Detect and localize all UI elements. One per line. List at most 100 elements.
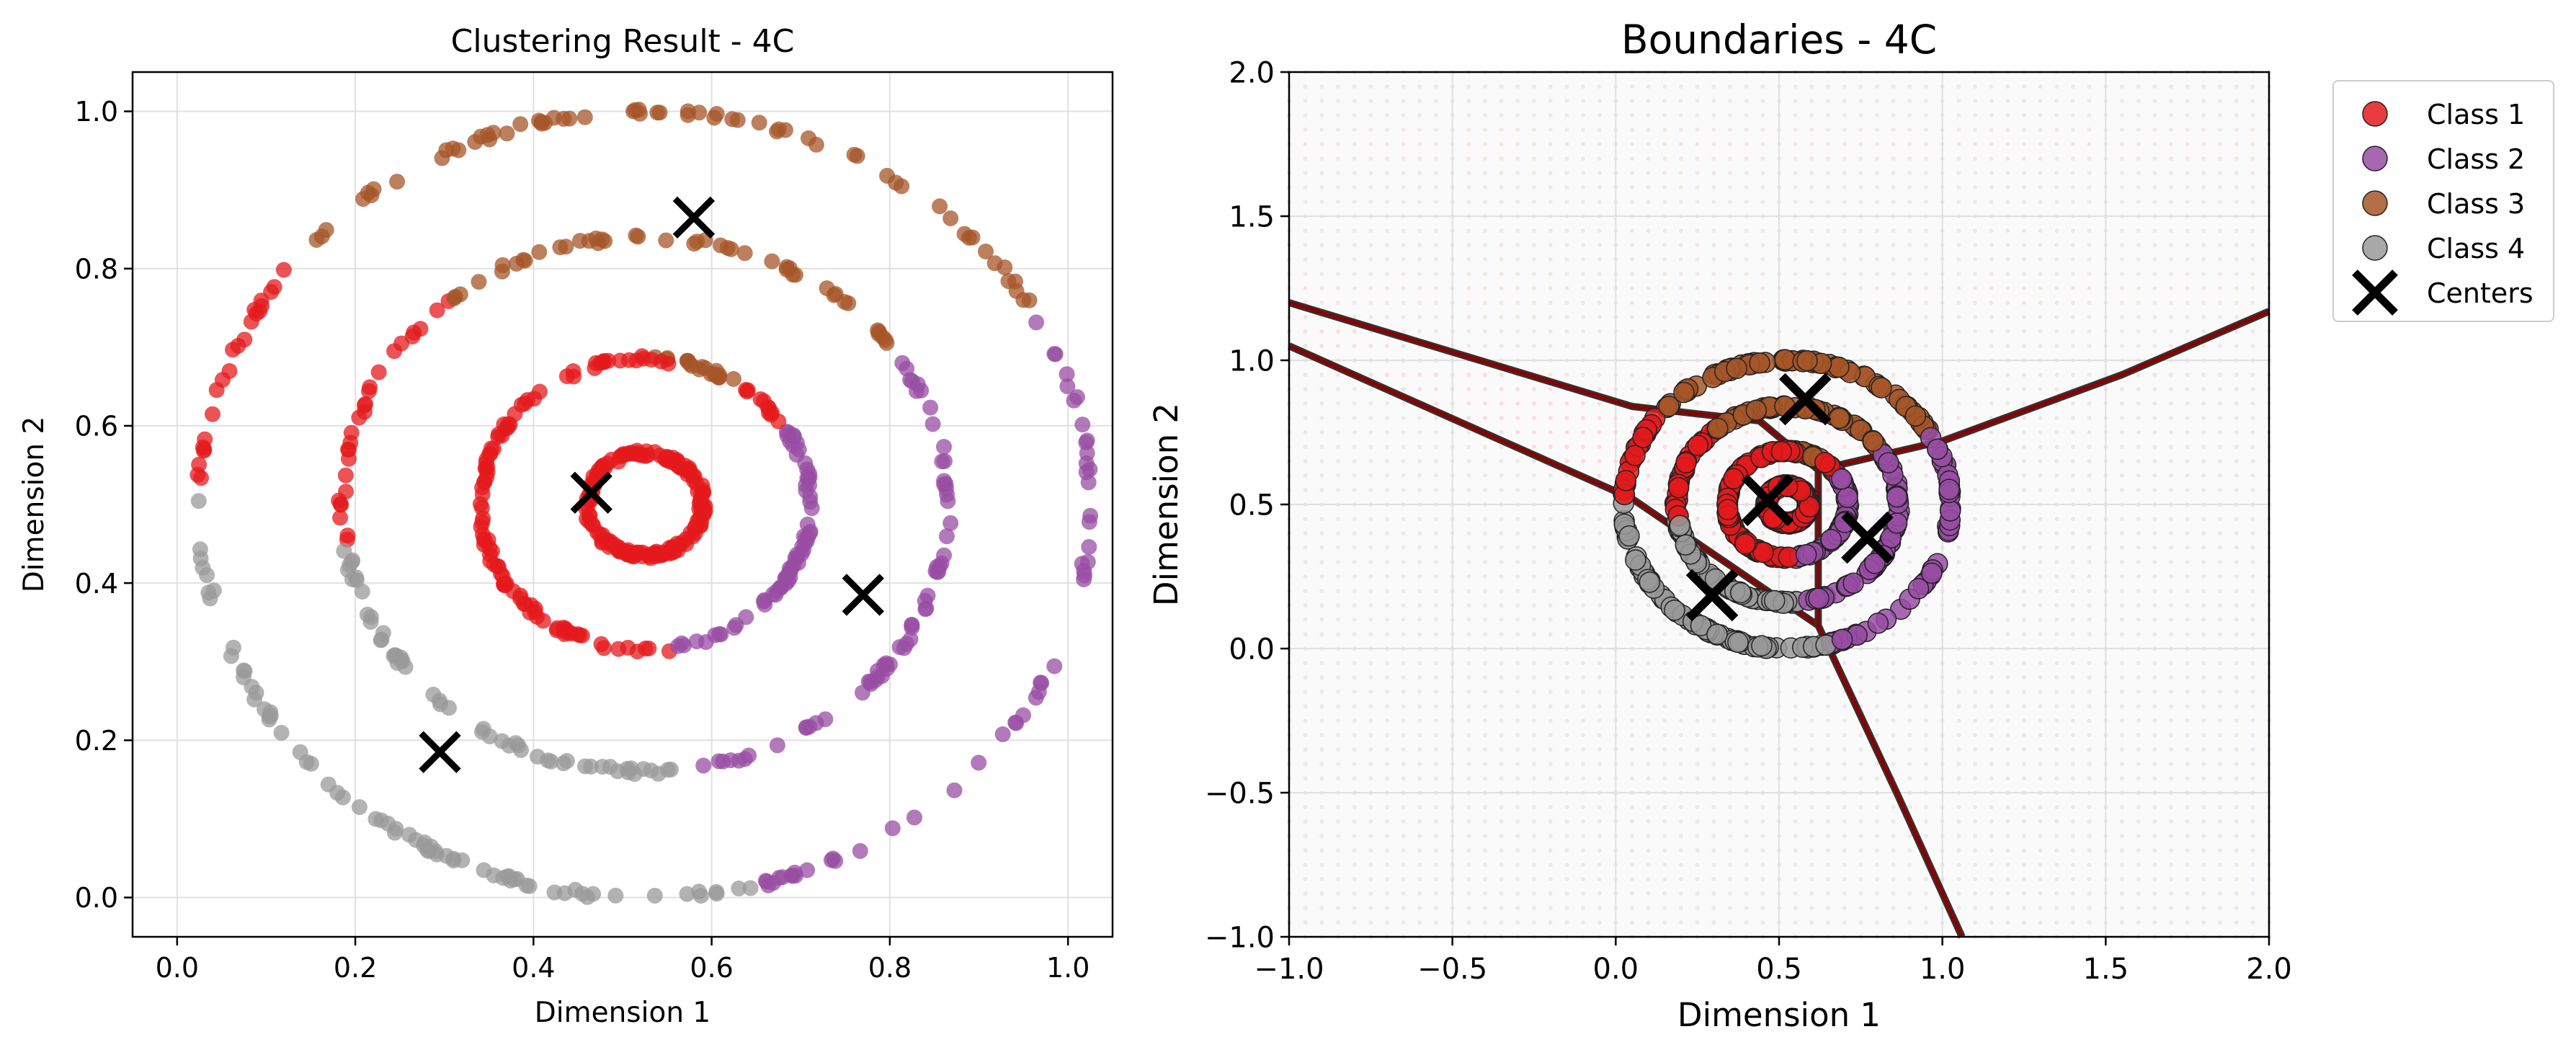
mesh-point bbox=[1793, 113, 1798, 117]
mesh-point bbox=[1532, 228, 1536, 233]
mesh-point bbox=[2250, 200, 2255, 204]
mesh-point bbox=[1336, 762, 1340, 766]
mesh-point bbox=[2136, 228, 2141, 233]
data-point bbox=[1632, 427, 1654, 448]
mesh-point bbox=[1499, 200, 1504, 204]
mesh-point bbox=[1662, 834, 1667, 838]
mesh-point bbox=[1662, 445, 1667, 449]
mesh-point bbox=[2169, 445, 2173, 449]
mesh-point bbox=[1401, 517, 1406, 521]
mesh-point bbox=[1956, 445, 1961, 449]
mesh-point bbox=[1303, 329, 1308, 334]
mesh-point bbox=[1989, 747, 1994, 752]
mesh-point bbox=[1303, 488, 1308, 492]
mesh-point bbox=[1564, 228, 1569, 233]
mesh-point bbox=[2152, 84, 2157, 89]
mesh-point bbox=[1956, 315, 1961, 319]
mesh-point bbox=[1548, 185, 1553, 190]
mesh-point bbox=[2071, 560, 2075, 564]
mesh-point bbox=[2054, 661, 2059, 665]
mesh-point bbox=[1875, 891, 1879, 896]
mesh-point bbox=[1924, 733, 1928, 737]
mesh-point bbox=[1303, 589, 1308, 593]
mesh-point bbox=[2250, 891, 2255, 896]
mesh-point bbox=[2120, 228, 2124, 233]
mesh-point bbox=[1679, 243, 1683, 247]
mesh-point bbox=[1434, 762, 1438, 766]
mesh-point bbox=[1662, 819, 1667, 824]
mesh-point bbox=[2038, 531, 2043, 535]
mesh-point bbox=[1564, 632, 1569, 636]
mesh-point bbox=[1695, 286, 1700, 290]
mesh-point bbox=[1564, 401, 1569, 406]
mesh-point bbox=[1466, 819, 1471, 824]
mesh-point bbox=[1679, 906, 1683, 910]
mesh-point bbox=[1973, 142, 1977, 146]
mesh-point bbox=[1434, 171, 1438, 175]
mesh-point bbox=[1711, 819, 1716, 824]
mesh-point bbox=[1417, 171, 1422, 175]
mesh-point bbox=[1434, 387, 1438, 391]
mesh-point bbox=[1973, 819, 1977, 824]
mesh-point bbox=[2185, 142, 2190, 146]
mesh-point bbox=[2152, 603, 2157, 607]
mesh-point bbox=[1809, 848, 1814, 853]
mesh-point bbox=[1630, 747, 1634, 752]
mesh-point bbox=[2250, 272, 2255, 276]
mesh-point bbox=[1679, 228, 1683, 233]
mesh-point bbox=[2201, 200, 2206, 204]
mesh-point bbox=[1891, 574, 1896, 579]
mesh-point bbox=[1466, 142, 1471, 146]
mesh-point bbox=[1744, 272, 1749, 276]
clustering-result-panel: Clustering Result - 4C 0.0 0.2 0.4 0.6 0.8 1.… bbox=[18, 23, 1114, 1029]
mesh-point bbox=[1597, 459, 1602, 463]
mesh-point bbox=[2136, 373, 2141, 377]
mesh-point bbox=[1793, 877, 1798, 881]
mesh-point bbox=[1483, 589, 1487, 593]
mesh-point bbox=[1809, 675, 1814, 680]
mesh-point bbox=[1515, 344, 1520, 348]
data-point bbox=[769, 737, 785, 754]
mesh-point bbox=[2169, 99, 2173, 103]
mesh-point bbox=[1826, 776, 1830, 780]
mesh-point bbox=[1907, 891, 1912, 896]
mesh-point bbox=[1711, 920, 1716, 925]
mesh-point bbox=[1630, 156, 1634, 161]
mesh-point bbox=[2169, 171, 2173, 175]
mesh-point bbox=[1875, 661, 1879, 665]
mesh-point bbox=[1924, 488, 1928, 492]
data-point bbox=[793, 546, 810, 562]
mesh-point bbox=[1907, 776, 1912, 780]
mesh-point bbox=[1368, 603, 1373, 607]
mesh-point bbox=[2054, 387, 2059, 391]
mesh-point bbox=[2250, 257, 2255, 262]
mesh-point bbox=[1368, 733, 1373, 737]
data-point bbox=[526, 391, 543, 407]
mesh-point bbox=[2005, 891, 2010, 896]
mesh-point bbox=[1744, 776, 1749, 780]
data-point bbox=[244, 679, 260, 695]
mesh-point bbox=[2038, 661, 2043, 665]
mesh-point bbox=[1793, 243, 1798, 247]
mesh-point bbox=[2169, 546, 2173, 550]
mesh-point bbox=[1760, 891, 1765, 896]
mesh-point bbox=[2005, 171, 2010, 175]
mesh-point bbox=[2005, 286, 2010, 290]
mesh-point bbox=[1842, 848, 1847, 853]
mesh-point bbox=[1662, 315, 1667, 319]
mesh-point bbox=[1842, 834, 1847, 838]
mesh-point bbox=[1842, 257, 1847, 262]
mesh-point bbox=[2152, 286, 2157, 290]
mesh-point bbox=[1597, 488, 1602, 492]
mesh-point bbox=[2169, 618, 2173, 622]
mesh-point bbox=[1483, 834, 1487, 838]
mesh-point bbox=[1385, 819, 1389, 824]
mesh-point bbox=[1842, 228, 1847, 233]
mesh-point bbox=[1434, 877, 1438, 881]
mesh-point bbox=[1303, 272, 1308, 276]
mesh-point bbox=[1793, 257, 1798, 262]
mesh-point bbox=[1760, 704, 1765, 708]
mesh-point bbox=[1744, 488, 1749, 492]
mesh-point bbox=[2005, 315, 2010, 319]
mesh-point bbox=[1924, 877, 1928, 881]
